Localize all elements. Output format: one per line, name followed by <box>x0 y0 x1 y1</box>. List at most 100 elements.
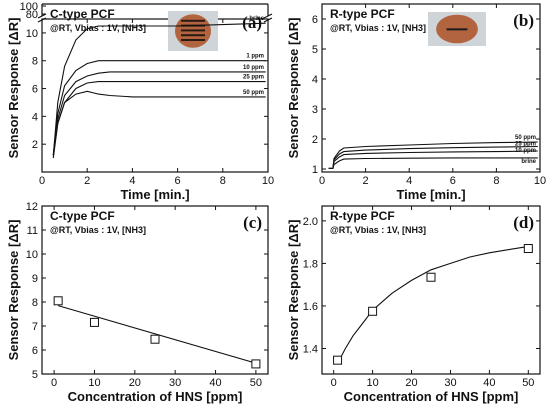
plot-frame <box>41 18 269 173</box>
axis-break-mark <box>263 13 273 19</box>
y-tick-label: 6 <box>32 84 38 96</box>
y-tick-label: 1.8 <box>303 258 318 270</box>
series-label: brine <box>521 159 536 165</box>
fit-line <box>57 305 257 364</box>
x-tick-label: 6 <box>175 175 181 187</box>
data-point <box>333 355 343 365</box>
x-tick-label: 0 <box>319 175 325 187</box>
series-line <box>328 150 538 169</box>
y-tick-label: 8 <box>32 56 38 68</box>
panel-condition: @RT, Vbias : 1V, [NH3] <box>50 23 146 33</box>
plot-frame <box>41 205 269 375</box>
y-tick-label: 1 <box>312 164 318 176</box>
y-tick-label: 10 <box>26 28 38 40</box>
x-tick-label: 20 <box>405 377 417 389</box>
y-axis-label: Sensor Response [ΔR] <box>286 18 301 159</box>
y-tick-label: 8 <box>32 297 38 309</box>
electrode-finger <box>181 29 205 32</box>
y-axis-label: Sensor Response [ΔR] <box>286 220 301 361</box>
y-tick-label: 5 <box>312 44 318 56</box>
x-tick-label: 10 <box>366 377 378 389</box>
x-tick-label: 0 <box>51 377 57 389</box>
y-tick-label: 6 <box>32 345 38 357</box>
panel-condition: @RT, Vbias : 1V, [NH3] <box>50 225 146 235</box>
x-tick-label: 30 <box>444 377 456 389</box>
electrode-strip <box>446 28 468 31</box>
panel-title: C-type PCF <box>50 7 115 21</box>
x-tick-label: 0 <box>331 377 337 389</box>
electrode-finger <box>181 19 205 22</box>
x-tick-label: 4 <box>406 175 412 187</box>
series-line <box>52 22 266 156</box>
data-point <box>426 272 436 282</box>
series-line <box>52 71 266 156</box>
data-point <box>150 334 160 344</box>
x-tick-label: 4 <box>129 175 135 187</box>
x-axis-label: Time [min.] <box>120 187 189 202</box>
y-tick-label: 10 <box>26 249 38 261</box>
sensor-photo <box>168 11 218 51</box>
x-tick-label: 50 <box>250 377 262 389</box>
x-tick-label: 20 <box>129 377 141 389</box>
y-tick-label: 5 <box>32 369 38 381</box>
y-tick-label: 9 <box>32 273 38 285</box>
x-tick-label: 40 <box>483 377 495 389</box>
y-tick-label: 1.4 <box>303 343 318 355</box>
x-tick-label: 30 <box>169 377 181 389</box>
panel-condition: @RT, Vbias : 1V, [NH3] <box>330 23 426 33</box>
series-label: 10 ppm <box>243 65 264 71</box>
y-tick-label: 2 <box>32 139 38 151</box>
y-tick-label: 12 <box>26 201 38 213</box>
panel-title: R-type PCF <box>330 209 395 223</box>
x-tick-label: 6 <box>450 175 456 187</box>
panel-title: C-type PCF <box>50 209 115 223</box>
sensor-photo <box>428 12 486 46</box>
plot-frame <box>321 3 541 173</box>
axis-break-mark <box>37 17 47 23</box>
x-tick-label: 8 <box>220 175 226 187</box>
fit-line <box>337 245 529 364</box>
series-label: 25 ppm <box>515 142 536 148</box>
series-line <box>52 90 266 159</box>
x-tick-label: 2 <box>84 175 90 187</box>
x-tick-label: 10 <box>88 377 100 389</box>
data-point <box>53 296 63 306</box>
y-tick-label: 3 <box>312 104 318 116</box>
panel-title: R-type PCF <box>330 7 395 21</box>
y-tick-label: 2 <box>312 134 318 146</box>
y-axis-label: Sensor Response [ΔR] <box>6 18 21 159</box>
electrode-finger <box>181 34 205 37</box>
x-axis-label: Time [min.] <box>396 187 465 202</box>
x-tick-label: 0 <box>39 175 45 187</box>
series-label: 25 ppm <box>243 75 264 81</box>
electrode-finger <box>181 39 205 41</box>
series-label: 1 ppm <box>246 54 264 60</box>
series-line <box>52 60 266 156</box>
data-point <box>251 359 261 369</box>
y-tick-label: 2.0 <box>303 216 318 228</box>
x-axis-label: Concentration of HNS [ppm] <box>344 389 519 404</box>
x-tick-label: 40 <box>209 377 221 389</box>
panel-condition: @RT, Vbias : 1V, [NH3] <box>330 225 426 235</box>
axis-break-mark <box>37 13 47 19</box>
x-tick-label: 2 <box>363 175 369 187</box>
series-line <box>328 141 538 169</box>
y-tick-label: 6 <box>312 14 318 26</box>
y-tick-label: 1.6 <box>303 301 318 313</box>
y-tick-label: 11 <box>27 225 38 237</box>
axis-break-mark <box>263 17 273 23</box>
panel-letter: (b) <box>513 11 534 30</box>
series-label: 10 ppm <box>515 148 536 154</box>
y-tick-label: 4 <box>32 111 38 123</box>
panel-c: 0 10 20 30 40 50 5 6 7 8 9 10 11 12 Concentration of H… <box>6 201 269 404</box>
panel-letter: (a) <box>242 13 262 32</box>
plot-frame <box>321 205 541 375</box>
series-line <box>52 81 266 156</box>
y-axis-label: Sensor Response [ΔR] <box>6 220 21 361</box>
panel-letter: (c) <box>243 213 262 232</box>
data-point <box>89 317 99 327</box>
x-tick-label: 10 <box>262 175 274 187</box>
